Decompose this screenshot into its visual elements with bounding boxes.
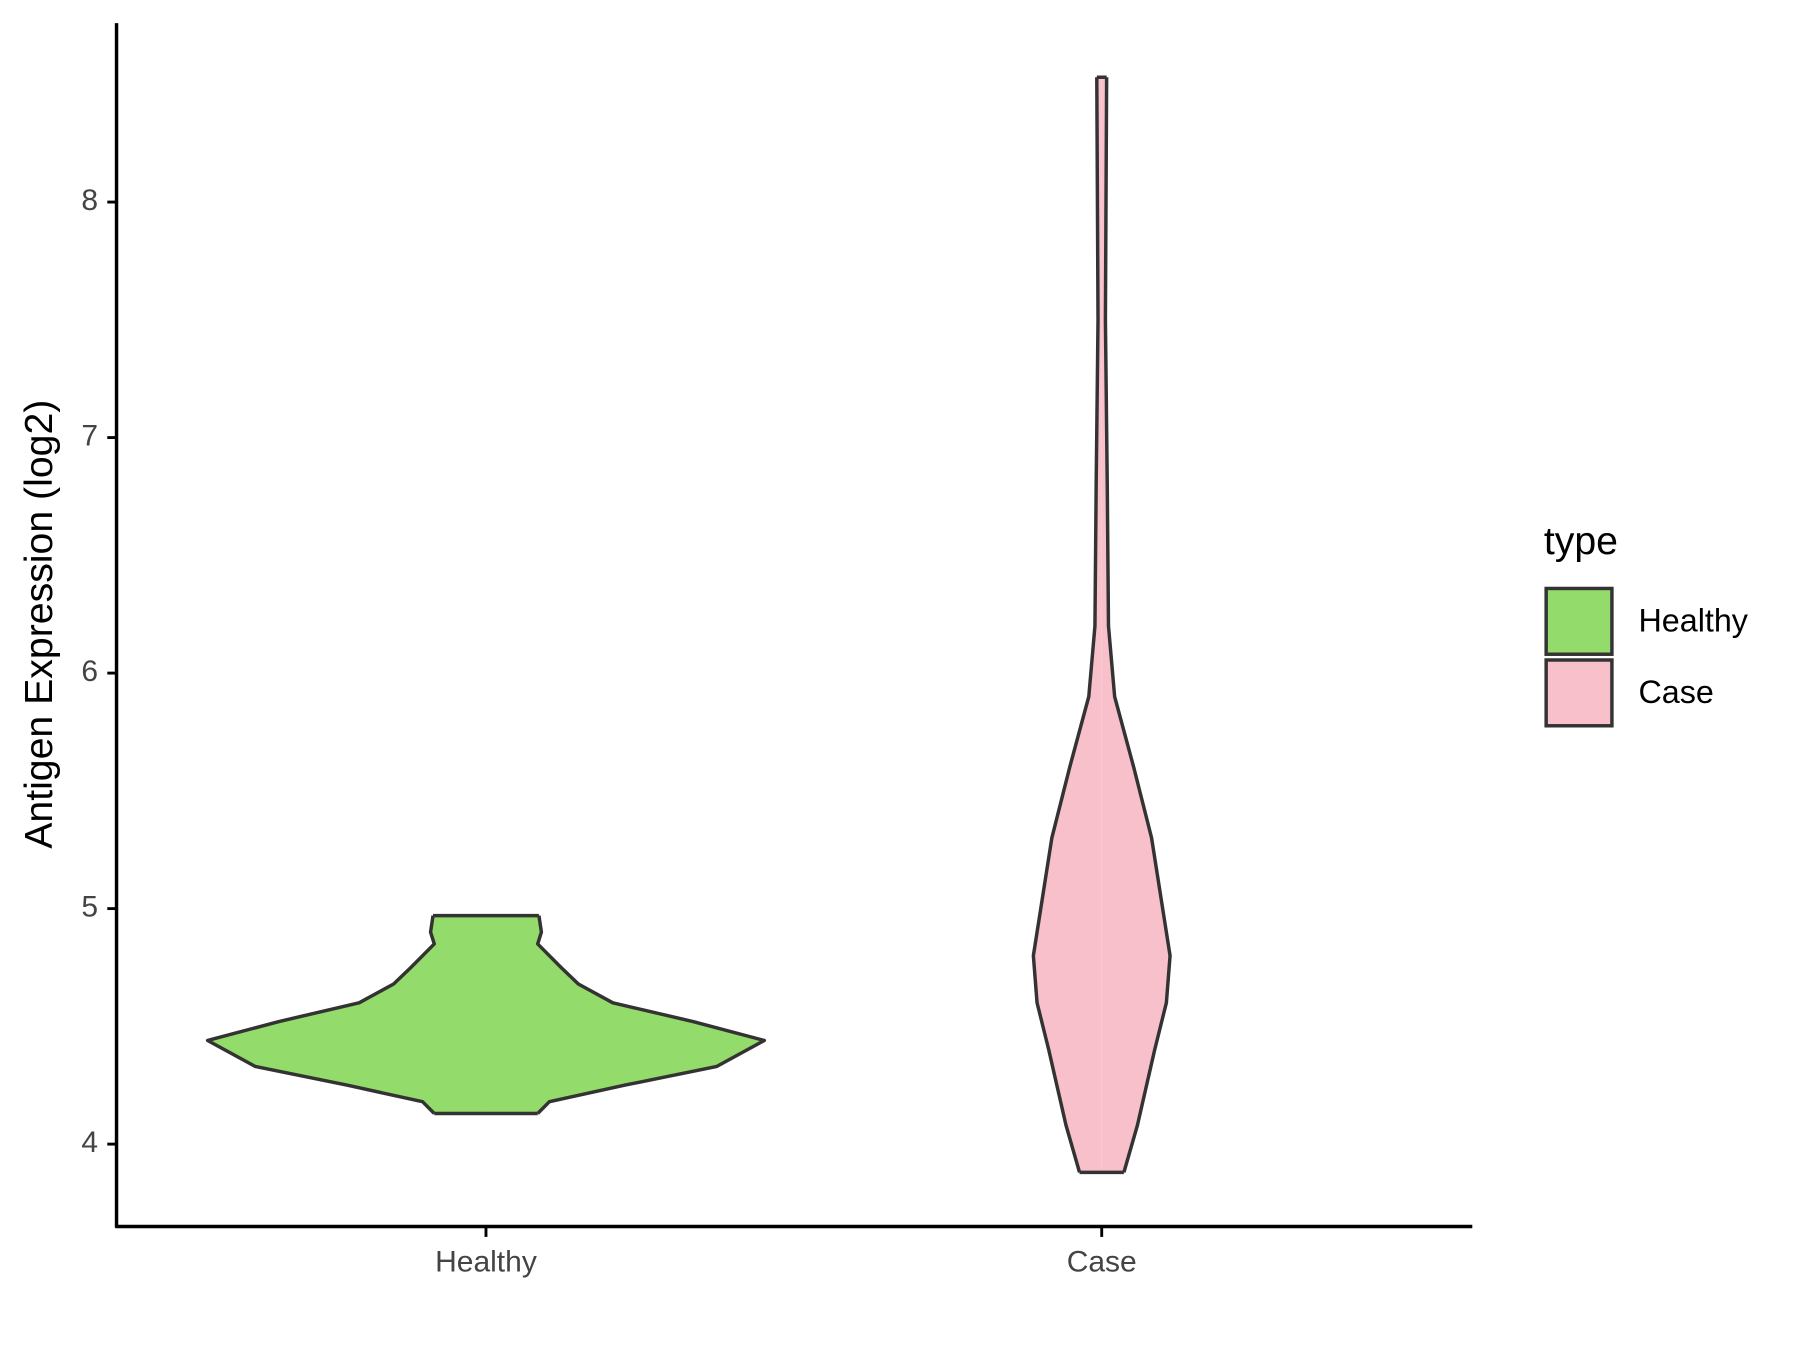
legend-label: Healthy [1638, 603, 1748, 639]
x-tick-label: Healthy [435, 1245, 537, 1278]
legend-key [1544, 658, 1614, 728]
violin-fill [1101, 77, 1171, 1173]
legend-key [1544, 586, 1614, 656]
violin-outline [535, 915, 767, 1115]
violin-outline [1031, 77, 1100, 1173]
y-tick-label: 8 [81, 184, 98, 217]
legend-title: type [1544, 519, 1618, 563]
violin-outline [205, 915, 436, 1115]
violin-outline [1103, 77, 1172, 1173]
violin-fill [1033, 77, 1102, 1173]
violin-fill [485, 915, 765, 1114]
y-tick-label: 5 [81, 891, 98, 924]
legend-label: Case [1638, 674, 1713, 710]
x-tick-label: Case [1067, 1245, 1137, 1278]
y-tick-label: 7 [81, 419, 98, 452]
violin-fill [207, 915, 486, 1114]
y-axis-title: Antigen Expression (log2) [17, 400, 61, 849]
y-tick-label: 6 [81, 655, 98, 688]
y-tick-label: 4 [81, 1126, 98, 1159]
